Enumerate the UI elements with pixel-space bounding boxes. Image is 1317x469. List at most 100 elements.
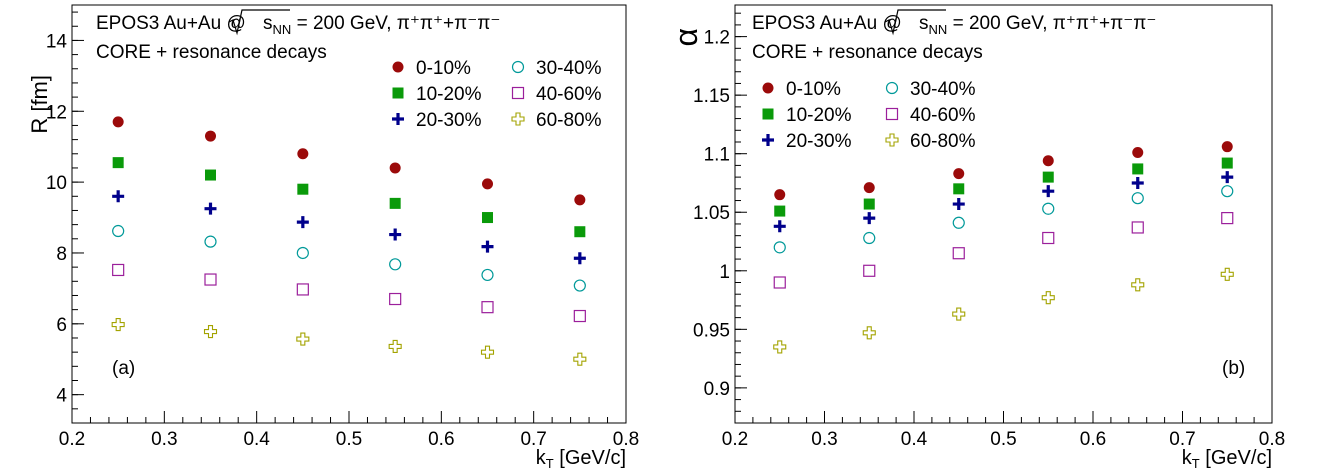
- panel-a-legend-label: 0-10%: [416, 58, 471, 79]
- panel-a-ylabel: R [fm]: [27, 75, 52, 134]
- panel-a-xtick-label: 0.5: [336, 429, 362, 450]
- panel-b: 0.2 0.3 0.4 0.5 0.6 0.7 0.8 0.9 0.95 1 1.05 1.1 1.15…: [668, 4, 1285, 469]
- panel-a: 0.2 0.3 0.4 0.5 0.6 0.7 0.8 4 6 8 10 12 14 R [fm] kT…: [27, 4, 639, 469]
- panel-a-point: [573, 279, 586, 292]
- panel-b-xtick-label: 0.6: [1080, 429, 1106, 450]
- panel-a-point: [203, 325, 218, 339]
- panel-a-title: EPOS3 Au+Au @ sNN = 200 GeV, π⁺π⁺+π⁻π⁻: [96, 13, 500, 37]
- panel-b-ytick-label: 0.95: [693, 320, 730, 341]
- panel-a-point: [481, 268, 494, 282]
- panel-a-point: [296, 283, 309, 296]
- panel-a-energy: = 200 GeV,: [291, 13, 396, 34]
- panel-b-point: [863, 264, 876, 277]
- panel-b-legend-marker: [762, 134, 774, 146]
- panel-a-point: [112, 263, 125, 277]
- panel-b-frame: [734, 4, 1273, 424]
- panel-a-point: [112, 224, 125, 238]
- panel-b-legend: 0-10% 10-20% 20-30% 30-40% 40-60% 60-80%: [762, 79, 976, 152]
- panel-b-xlabel-main: k: [1182, 447, 1193, 469]
- panel-b-sqrt-s: s: [919, 13, 929, 34]
- panel-a-ytick-label: 8: [56, 244, 67, 265]
- panel-a-legend-label: 30-40%: [536, 58, 602, 79]
- panel-b-point: [953, 168, 965, 180]
- panel-a-point: [482, 212, 493, 224]
- panel-a-point: [389, 197, 401, 209]
- panel-a-pion-label: π⁺π⁺+π⁻π⁻: [397, 13, 501, 34]
- panel-a-label: (a): [112, 358, 135, 379]
- panel-b-ytick-label: 1.15: [693, 86, 730, 107]
- panel-b-legend-label: 10-20%: [786, 105, 852, 126]
- panel-b-point: [862, 326, 876, 340]
- panel-a-point: [297, 183, 309, 195]
- panel-b-point: [773, 276, 786, 289]
- panel-a-point: [112, 190, 125, 203]
- panel-a-point: [296, 216, 309, 229]
- panel-b-point: [952, 247, 965, 260]
- panel-a-xlabel: kT [GeV/c]: [536, 447, 626, 469]
- panel-b-point: [1132, 147, 1144, 159]
- panel-a-point: [389, 162, 401, 174]
- panel-b-legend-label: 20-30%: [786, 131, 852, 152]
- panel-b-ytick-label: 0.9: [704, 379, 730, 400]
- panel-a-xtick-label: 0.8: [613, 429, 639, 450]
- panel-a-point: [112, 157, 124, 169]
- panel-b-label: (b): [1222, 358, 1245, 379]
- panel-b-point: [1041, 291, 1055, 305]
- panel-b-xtick-label: 0.5: [990, 429, 1016, 450]
- panel-b-point: [1132, 163, 1144, 175]
- panel-b-point: [773, 241, 786, 254]
- panel-b-legend-marker: [762, 108, 774, 120]
- panel-a-point: [389, 292, 402, 306]
- panel-a-point: [204, 235, 217, 248]
- panel-a-legend-label: 10-20%: [416, 84, 482, 105]
- panel-b-title-prefix: EPOS3 Au+Au @: [752, 13, 907, 34]
- panel-b-title: EPOS3 Au+Au @ sNN = 200 GeV, π⁺π⁺+π⁻π⁻: [752, 13, 1156, 37]
- panel-b-point: [863, 198, 875, 210]
- panel-a-point: [296, 332, 310, 346]
- panel-b-marks: [773, 141, 1234, 354]
- panel-b-point: [1042, 202, 1055, 215]
- panel-b-legend-label: 30-40%: [910, 79, 976, 100]
- panel-b-point: [952, 216, 965, 229]
- panel-b-subtitle: CORE + resonance decays: [752, 42, 983, 63]
- panel-b-point: [1131, 278, 1145, 292]
- panel-a-xlabel-unit: [GeV/c]: [554, 447, 626, 469]
- panel-a-sqrt-s: s: [263, 13, 273, 34]
- panel-a-ytick-label: 12: [46, 102, 67, 123]
- panel-b-xlabel: kT [GeV/c]: [1182, 447, 1272, 469]
- panel-a-ticks: 0.2 0.3 0.4 0.5 0.6 0.7 0.8 4 6 8 10 12 14: [46, 11, 639, 450]
- panel-a-legend-label: 40-60%: [536, 84, 602, 105]
- panel-b-legend-label: 40-60%: [910, 105, 976, 126]
- panel-b-point: [1221, 171, 1234, 184]
- panel-b-xtick-label: 0.4: [901, 429, 928, 450]
- panel-a-ytick-label: 4: [56, 386, 67, 407]
- panel-b-point: [863, 182, 875, 194]
- panel-a-point: [574, 194, 586, 206]
- panel-b-point: [1221, 157, 1233, 169]
- panel-a-xtick-label: 0.2: [59, 429, 85, 450]
- panel-a-point: [573, 309, 586, 323]
- panel-b-point: [774, 189, 786, 201]
- panel-a-point: [573, 352, 587, 366]
- panel-a-point: [480, 345, 495, 359]
- panel-a-point: [482, 178, 493, 190]
- panel-b-ytick-label: 1.1: [704, 145, 730, 166]
- panel-b-legend-label: 0-10%: [786, 79, 841, 100]
- panel-b-pion-label: π⁺π⁺+π⁻π⁻: [1053, 13, 1157, 34]
- panel-a-point: [204, 273, 217, 286]
- panel-a-xlabel-main: k: [536, 447, 547, 469]
- panel-a-point: [389, 228, 402, 241]
- panel-b-legend-marker: [762, 82, 774, 94]
- panel-a-point: [111, 317, 125, 332]
- panel-a-point: [296, 246, 309, 260]
- panel-a-legend-marker: [392, 113, 404, 125]
- panel-b-xtick-label: 0.2: [722, 429, 748, 450]
- panel-b-legend-marker: [885, 133, 899, 147]
- panel-a-legend-marker: [392, 87, 404, 99]
- panel-a-xtick-label: 0.4: [243, 429, 270, 450]
- panel-a-xtick-label: 0.3: [151, 429, 177, 450]
- panel-a-xtick-label: 0.6: [428, 429, 454, 450]
- panel-b-point: [863, 212, 876, 225]
- panel-b-point: [953, 183, 965, 195]
